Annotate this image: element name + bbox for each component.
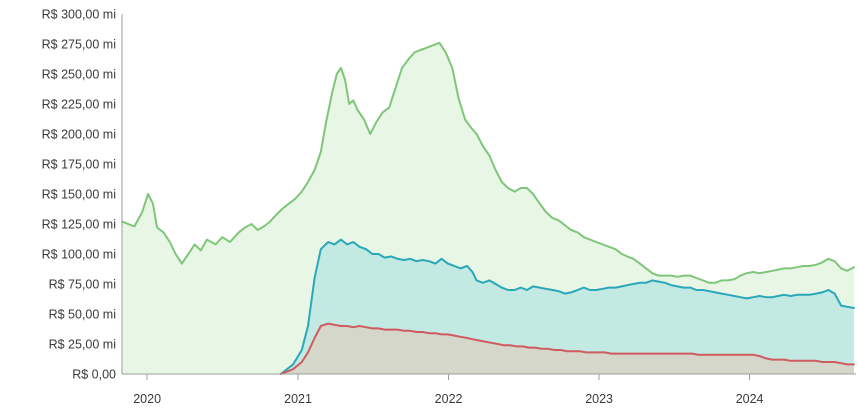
x-tick-label: 2024	[736, 392, 764, 406]
y-tick-label: R$ 0,00	[72, 368, 116, 382]
y-tick-label: R$ 50,00 mi	[49, 308, 116, 322]
series-3-line	[279, 322, 855, 375]
series-2-line	[279, 238, 855, 375]
axes	[121, 14, 856, 375]
y-tick-label: R$ 150,00 mi	[42, 188, 116, 202]
y-tick-label: R$ 100,00 mi	[42, 248, 116, 262]
series-areas	[122, 42, 854, 375]
x-tick-label: 2022	[435, 392, 463, 406]
x-tick-label: 2023	[585, 392, 613, 406]
y-tick-label: R$ 250,00 mi	[42, 68, 116, 82]
x-tick-label: 2020	[133, 392, 161, 406]
y-tick-label: R$ 75,00 mi	[49, 278, 116, 292]
x-tick-label: 2021	[284, 392, 312, 406]
y-tick-label: R$ 200,00 mi	[42, 128, 116, 142]
series-1-line	[121, 41, 855, 284]
y-tick-label: R$ 225,00 mi	[42, 98, 116, 112]
x-axis-ticks: 2020 2021 2022 2023 2024	[133, 374, 764, 406]
y-tick-label: R$ 300,00 mi	[42, 8, 116, 22]
series-3-area	[280, 323, 854, 374]
y-tick-label: R$ 175,00 mi	[42, 158, 116, 172]
y-tick-label: R$ 125,00 mi	[42, 218, 116, 232]
y-tick-label: R$ 25,00 mi	[49, 338, 116, 352]
y-tick-label: R$ 275,00 mi	[42, 38, 116, 52]
series-lines	[121, 41, 855, 375]
y-axis-ticks: R$ 0,00 R$ 25,00 mi R$ 50,00 mi R$ 75,00 mi…	[42, 8, 116, 382]
